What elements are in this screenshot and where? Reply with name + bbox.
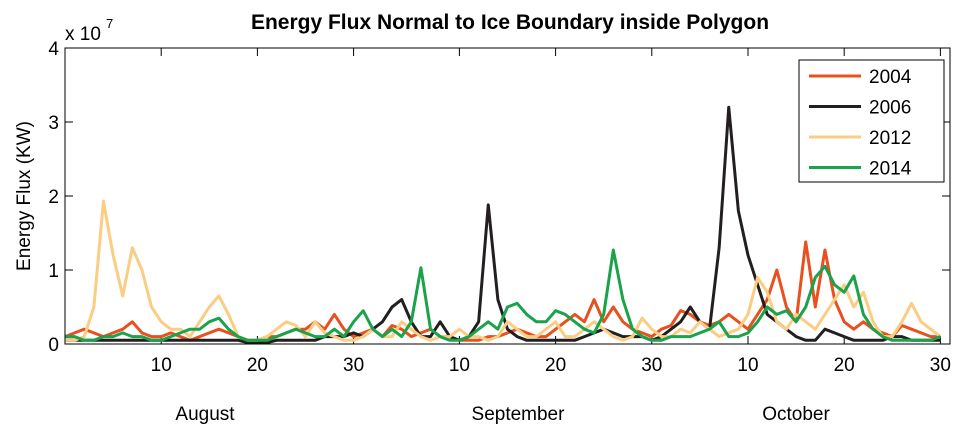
y-scale-base: x 10 xyxy=(65,24,101,45)
x-tick-label: 30 xyxy=(930,355,951,376)
y-tick-label: 4 xyxy=(48,39,59,60)
y-scale-exponent: 7 xyxy=(106,16,113,31)
month-label: August xyxy=(175,404,235,425)
x-tick-label: 10 xyxy=(151,355,172,376)
x-tick-label: 20 xyxy=(545,355,566,376)
legend-label: 2012 xyxy=(869,128,911,149)
y-tick-label: 1 xyxy=(48,261,59,282)
y-axis-label: Energy Flux (KW) xyxy=(14,121,35,271)
plot-frame xyxy=(64,47,951,345)
x-tick-label: 10 xyxy=(737,355,758,376)
legend-label: 2006 xyxy=(869,98,911,119)
x-tick-label: 20 xyxy=(834,355,855,376)
legend-label: 2004 xyxy=(869,67,912,88)
x-tick-label: 30 xyxy=(641,355,662,376)
chart-title: Energy Flux Normal to Ice Boundary insid… xyxy=(251,11,769,34)
x-tick-label: 30 xyxy=(343,355,364,376)
legend-label: 2014 xyxy=(869,159,912,180)
series-line xyxy=(65,248,941,342)
month-label: October xyxy=(762,404,830,425)
month-label: September xyxy=(472,404,566,425)
legend-box xyxy=(798,59,945,183)
x-tick-label: 20 xyxy=(247,355,268,376)
y-tick-label: 0 xyxy=(48,335,59,356)
x-tick-label: 10 xyxy=(449,355,470,376)
y-tick-label: 2 xyxy=(48,187,59,208)
y-tick-label: 3 xyxy=(48,113,59,134)
series-line xyxy=(65,199,942,342)
